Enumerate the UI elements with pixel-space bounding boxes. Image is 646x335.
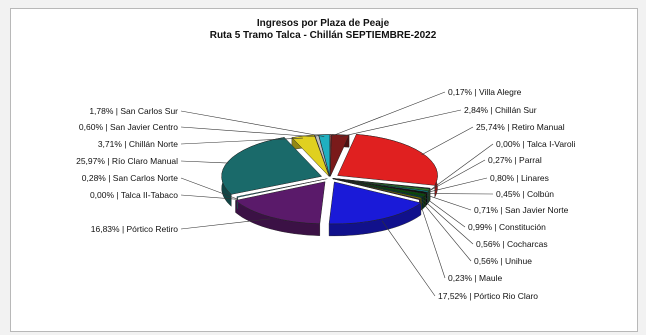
pie-slice [318,134,331,177]
pie-slice [221,137,323,195]
leader-line [421,126,474,156]
leader-line [180,177,238,200]
pie-slice [337,134,438,186]
leader-line [428,177,488,193]
leader-line [180,194,238,200]
slice-label: 0,23% | Maule [448,273,502,283]
slice-label: 0,00% | Talca I-Varoli [496,139,575,149]
slice-label: 0,56% | Unihue [474,256,532,266]
slice-label: 1,78% | San Carlos Sur [89,106,178,116]
slice-label: 17,52% | Pórtico Rio Claro [438,291,538,301]
leader-line [420,200,472,262]
slice-label: 0,99% | Constitución [468,222,546,232]
slice-label: 0,28% | San Carlos Norte [82,173,178,183]
slice-label: 25,74% | Retiro Manual [476,122,565,132]
leader-line [180,110,325,137]
leader-line [426,194,472,211]
leader-line [330,91,446,137]
slice-label: 3,71% | Chillán Norte [98,139,178,149]
slice-label: 0,80% | Linares [490,173,549,183]
leader-line [422,198,474,245]
leader-line [180,137,303,145]
leader-line [340,109,462,138]
chart-title: Ingresos por Plaza de Peaje [256,18,390,29]
chart-subtitle: Ruta 5 Tramo Talca - Chillán SEPTIEMBRE-… [209,30,437,41]
leader-line [381,220,436,297]
leader-line [429,143,494,191]
leader-line [429,159,486,191]
pie-slice [330,134,350,177]
pie-slice [236,178,328,198]
slice-label: 0,45% | Colbún [496,189,554,199]
pie-slice [234,181,326,224]
slice-label: 0,27% | Parral [488,155,542,165]
leader-line [424,196,466,228]
slice-label: 16,83% | Pórtico Retiro [91,224,179,234]
slice-label: 0,00% | Talca II-Tabaco [90,190,178,200]
pie-slice-side [236,196,238,210]
leader-line [180,218,271,230]
leader-line [419,201,446,279]
pie-slice [328,181,422,225]
slice-label: 0,17% | Villa Alegre [448,87,522,97]
slice-label: 0,71% | San Javier Norte [474,205,569,215]
slice-label: 0,60% | San Javier Centro [79,122,178,132]
slice-label: 0,56% | Cocharcas [476,239,548,249]
pie-slice [332,178,421,200]
leader-line [180,126,317,138]
slice-label: 2,84% | Chillán Sur [464,105,537,115]
slice-label: 25,97% | Río Claro Manual [76,156,178,166]
leader-line [180,160,229,164]
